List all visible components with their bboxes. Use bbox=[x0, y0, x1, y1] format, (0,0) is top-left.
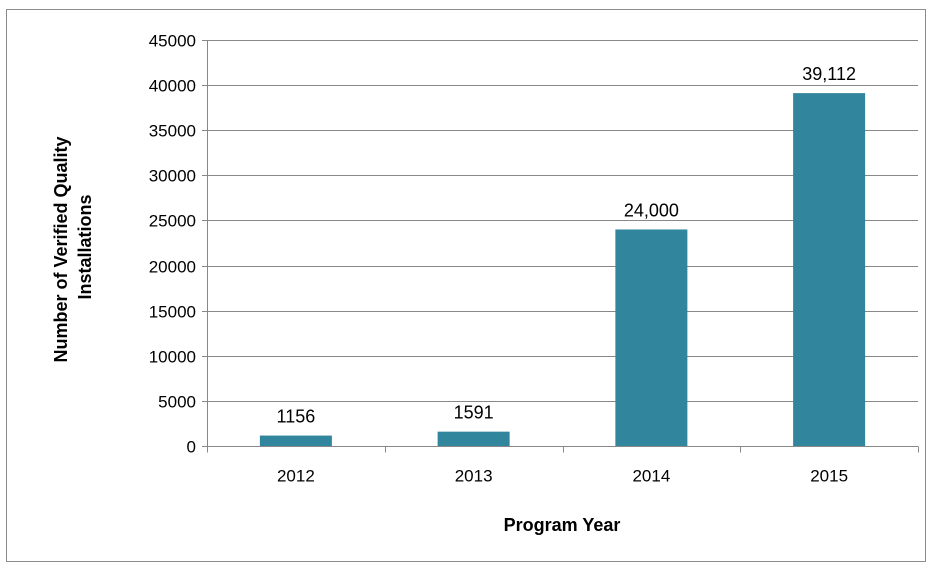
x-tick-label: 2015 bbox=[810, 467, 848, 486]
bar-chart: 0 5000 10000 15000 20000 25000 30000 35000 40000… bbox=[51, 32, 919, 535]
y-axis-title: Number of Verified Quality Installations bbox=[51, 131, 95, 362]
data-label-2015: 39,112 bbox=[802, 64, 856, 84]
data-label-2014: 24,000 bbox=[624, 200, 679, 220]
y-tick-label: 45000 bbox=[149, 32, 196, 51]
x-tick-label: 2012 bbox=[277, 467, 315, 486]
y-tick-label: 25000 bbox=[149, 212, 196, 231]
y-tick-label: 40000 bbox=[149, 77, 196, 96]
x-tick-label: 2013 bbox=[455, 467, 493, 486]
x-axis-title: Program Year bbox=[504, 515, 621, 535]
bar-2014 bbox=[615, 229, 688, 446]
chart-frame: 0 5000 10000 15000 20000 25000 30000 35000 40000… bbox=[6, 9, 926, 562]
x-tick-labels: 2012 2013 2014 2015 bbox=[277, 467, 848, 486]
y-tick-label: 15000 bbox=[149, 303, 196, 322]
bars bbox=[259, 93, 866, 447]
bar-2012 bbox=[259, 435, 332, 446]
y-tick-label: 10000 bbox=[149, 348, 196, 367]
y-tick-label: 35000 bbox=[149, 122, 196, 141]
y-tick-label: 5000 bbox=[158, 393, 196, 412]
y-tick-label: 20000 bbox=[149, 258, 196, 277]
y-axis-title-line-2: Installations bbox=[75, 194, 95, 299]
y-tick-labels: 0 5000 10000 15000 20000 25000 30000 35000 40000… bbox=[149, 32, 196, 457]
y-axis-title-line-1: Number of Verified Quality bbox=[51, 136, 71, 362]
data-labels: 1156 1591 24,000 39,112 bbox=[277, 64, 856, 426]
y-tick-label: 30000 bbox=[149, 167, 196, 186]
bar-2013 bbox=[437, 431, 510, 446]
y-tick-label: 0 bbox=[187, 438, 196, 457]
data-label-2012: 1156 bbox=[277, 407, 316, 427]
bar-2015 bbox=[793, 93, 866, 447]
x-tick-label: 2014 bbox=[632, 467, 670, 486]
axes bbox=[207, 40, 919, 453]
data-label-2013: 1591 bbox=[454, 403, 494, 423]
